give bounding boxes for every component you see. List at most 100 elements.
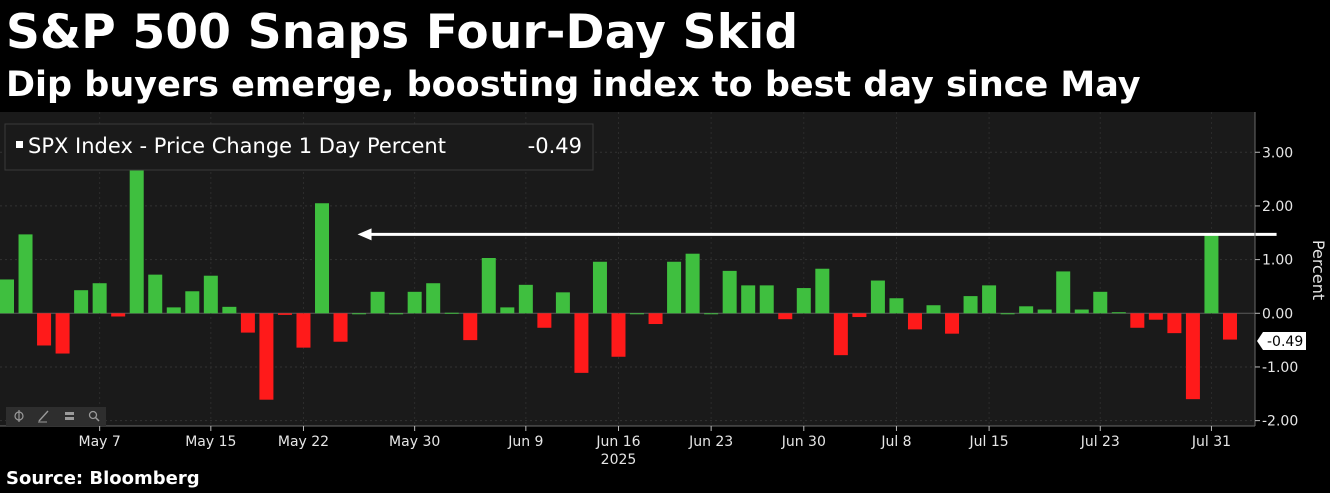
y-axis-label: Percent bbox=[1309, 240, 1328, 300]
data-bar bbox=[315, 203, 330, 314]
data-bar bbox=[1185, 313, 1200, 400]
x-tick-label: Jun 30 bbox=[781, 434, 826, 450]
data-bar bbox=[444, 312, 459, 314]
data-bar bbox=[592, 261, 607, 314]
data-bar bbox=[574, 313, 589, 373]
data-bar bbox=[1093, 291, 1108, 314]
data-bar bbox=[129, 138, 144, 314]
data-bar bbox=[1019, 306, 1034, 314]
legend-swatch bbox=[16, 141, 23, 148]
data-bar bbox=[1222, 313, 1237, 340]
y-tick-label: 0.00 bbox=[1262, 306, 1293, 322]
data-bar bbox=[611, 313, 626, 357]
data-bar bbox=[722, 270, 737, 314]
crosshair-icon[interactable] bbox=[14, 410, 24, 422]
x-tick-label: Jul 8 bbox=[880, 434, 911, 450]
data-bar bbox=[945, 313, 960, 334]
last-value-tag bbox=[1257, 332, 1306, 350]
data-bar bbox=[870, 280, 885, 314]
data-bar bbox=[185, 291, 200, 314]
data-bar bbox=[685, 253, 700, 314]
y-tick-label: -2.00 bbox=[1262, 414, 1298, 430]
data-bar bbox=[907, 313, 922, 330]
data-bar bbox=[1148, 313, 1163, 320]
data-bar bbox=[1204, 234, 1219, 314]
data-bar bbox=[277, 313, 292, 315]
chart-title: S&P 500 Snaps Four-Day Skid bbox=[6, 5, 799, 60]
data-bar bbox=[1037, 309, 1052, 314]
data-bar bbox=[1000, 313, 1015, 315]
x-tick-label: Jul 15 bbox=[969, 434, 1009, 450]
data-bar bbox=[852, 313, 867, 318]
data-bar bbox=[92, 283, 107, 314]
data-bar bbox=[407, 291, 422, 314]
chart-toolbar bbox=[6, 407, 106, 426]
data-bar bbox=[389, 313, 404, 315]
data-bar bbox=[555, 292, 570, 314]
x-tick-label: Jul 23 bbox=[1080, 434, 1120, 450]
data-bar bbox=[55, 313, 70, 354]
data-bar bbox=[426, 283, 441, 314]
x-tick-label: Jun 23 bbox=[688, 434, 733, 450]
y-tick-label: 3.00 bbox=[1262, 145, 1293, 161]
y-tick-label: -1.00 bbox=[1262, 360, 1298, 376]
data-bar bbox=[1130, 313, 1145, 328]
data-bar bbox=[982, 285, 997, 314]
x-axis: May 7 May 15 May 22 May 30 Jun 9 Jun 16 Jun 23… bbox=[0, 425, 1255, 467]
data-bar bbox=[352, 313, 367, 315]
data-bar bbox=[259, 313, 274, 400]
chart-subtitle: Dip buyers emerge, boosting index to bes… bbox=[6, 65, 1141, 105]
legend: SPX Index - Price Change 1 Day Percent -… bbox=[4, 123, 594, 171]
x-year-label: 2025 bbox=[601, 452, 637, 467]
data-bar bbox=[463, 313, 478, 341]
x-tick-label: Jul 31 bbox=[1191, 434, 1231, 450]
x-tick-label: Jun 9 bbox=[507, 434, 543, 450]
toolbar-background bbox=[6, 407, 106, 426]
data-bar bbox=[240, 313, 255, 333]
data-bar bbox=[1074, 309, 1089, 314]
legend-box bbox=[4, 123, 594, 171]
source-note: Source: Bloomberg bbox=[6, 468, 200, 489]
x-tick-label: May 22 bbox=[278, 434, 329, 450]
data-bar bbox=[111, 313, 126, 317]
data-bar bbox=[630, 313, 645, 315]
data-bar bbox=[0, 279, 14, 314]
data-bar bbox=[500, 307, 515, 314]
data-bar bbox=[370, 291, 385, 314]
data-bar bbox=[796, 288, 811, 314]
data-bar bbox=[926, 305, 941, 314]
data-bar bbox=[963, 296, 978, 314]
data-bar bbox=[296, 313, 311, 348]
data-bar bbox=[815, 268, 830, 314]
data-bar bbox=[537, 313, 552, 328]
data-bar bbox=[833, 313, 848, 356]
data-bar bbox=[74, 290, 89, 314]
data-bar bbox=[166, 307, 181, 314]
magnifier-icon[interactable] bbox=[88, 410, 100, 422]
data-bar bbox=[704, 313, 719, 315]
data-bar bbox=[741, 285, 756, 314]
data-bar bbox=[37, 313, 52, 346]
legend-label: SPX Index - Price Change 1 Day Percent bbox=[28, 134, 446, 158]
x-tick-label: May 30 bbox=[389, 434, 440, 450]
annotation bbox=[357, 228, 1277, 241]
annotation-arrow-head bbox=[357, 228, 372, 241]
legend-value: -0.49 bbox=[528, 134, 582, 158]
data-bar bbox=[203, 275, 218, 314]
y-axis: 3.00 2.00 1.00 0.00 -1.00 -2.00 bbox=[1254, 112, 1298, 430]
data-bar bbox=[648, 313, 663, 325]
data-bar bbox=[778, 313, 793, 320]
x-tick-label: May 7 bbox=[78, 434, 120, 450]
data-bar bbox=[18, 234, 33, 314]
data-bar bbox=[333, 313, 348, 342]
x-tick-label: Jun 16 bbox=[595, 434, 640, 450]
data-bar bbox=[222, 306, 237, 314]
stack-icon[interactable] bbox=[65, 412, 74, 420]
data-bar bbox=[889, 298, 904, 314]
data-bar bbox=[1167, 313, 1182, 334]
data-bar bbox=[148, 274, 163, 314]
data-bar bbox=[518, 284, 533, 314]
x-tick-label: May 15 bbox=[185, 434, 236, 450]
pencil-icon[interactable] bbox=[38, 410, 49, 423]
gridlines bbox=[0, 112, 1255, 426]
